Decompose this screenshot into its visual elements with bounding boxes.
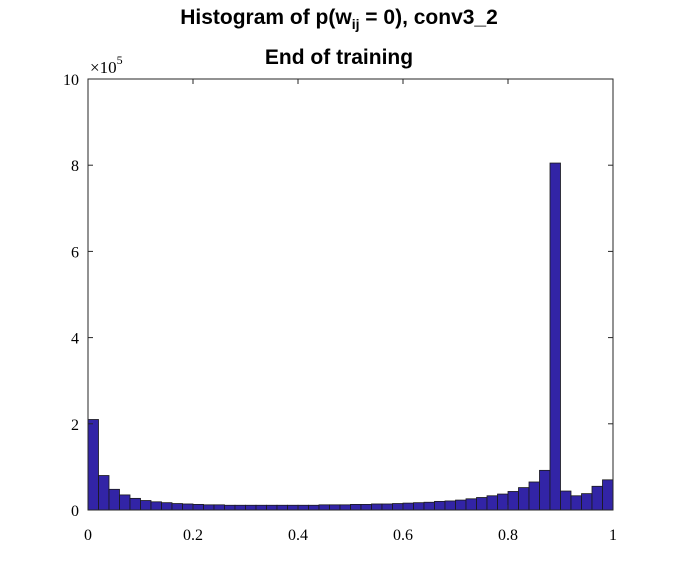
histogram-bar (434, 500, 446, 511)
histogram-bar (413, 502, 425, 511)
x-tick-label: 0.8 (498, 527, 518, 544)
histogram-bar (602, 479, 614, 511)
histogram-bar (318, 504, 330, 511)
histogram-bar (87, 419, 99, 511)
histogram-bar (476, 497, 488, 511)
x-tick-label: 0.4 (288, 527, 308, 544)
histogram-bar (591, 485, 603, 511)
y-tick-label: 4 (71, 331, 79, 348)
histogram-bar (402, 502, 414, 511)
histogram-bar (581, 493, 593, 511)
histogram-bar (507, 491, 519, 511)
y-axis-multiplier: ×105 (90, 53, 123, 77)
histogram-bar (266, 504, 278, 511)
histogram-bar (297, 504, 309, 511)
x-axis-tick-labels: 0 0.2 0.4 0.6 0.8 1 (84, 527, 617, 544)
x-tick-label: 0 (84, 527, 92, 544)
y-tick-label: 6 (71, 244, 79, 261)
histogram-bar (371, 503, 383, 511)
y-tick-label: 8 (71, 158, 79, 175)
x-tick-label: 0.6 (393, 527, 413, 544)
y-tick-label: 0 (71, 503, 79, 520)
axis-ticks (87, 78, 614, 511)
y-tick-label: 2 (71, 417, 79, 434)
histogram-bar (444, 500, 456, 511)
histogram-bar (255, 504, 267, 511)
bar-series (87, 162, 614, 511)
histogram-bar (276, 504, 288, 511)
histogram-bar (465, 498, 477, 511)
histogram-bar (119, 494, 131, 511)
x-tick-label: 1 (609, 527, 617, 544)
histogram-bar (140, 500, 152, 511)
histogram-bar (455, 499, 467, 511)
x-tick-label: 0.2 (183, 527, 203, 544)
histogram-bar (245, 504, 257, 511)
histogram-bar (381, 503, 393, 511)
histogram-bar (339, 504, 351, 511)
histogram-bar (203, 504, 215, 511)
plot-frame (87, 78, 614, 511)
histogram-bar (150, 501, 162, 511)
histogram-bar (182, 503, 194, 511)
histogram-bar (528, 481, 540, 511)
histogram-bar (486, 495, 498, 511)
histogram-bar (287, 504, 299, 511)
histogram-bar (98, 475, 110, 511)
histogram-bar (570, 495, 582, 511)
histogram-bar (518, 487, 530, 511)
histogram-bar (161, 502, 173, 511)
histogram-bar (539, 469, 551, 511)
histogram-bar (392, 503, 404, 511)
histogram-bar (224, 504, 236, 511)
chart-subtitle: End of training (264, 46, 414, 69)
chart-title: Histogram of p(wij = 0), conv3_2 (180, 6, 498, 32)
histogram-bar (171, 503, 183, 511)
histogram-bar (360, 503, 372, 511)
histogram-bar (560, 490, 572, 511)
histogram-bar (329, 504, 341, 511)
histogram-bar (234, 504, 246, 511)
y-tick-label: 10 (63, 72, 79, 89)
histogram-bar (129, 497, 141, 511)
histogram-bar (350, 503, 362, 511)
histogram-bar (549, 162, 561, 511)
histogram-bar (192, 503, 204, 511)
plot-background (88, 79, 613, 510)
histogram-bar (497, 493, 509, 511)
histogram-bar (308, 504, 320, 511)
histogram-bar (108, 488, 120, 511)
histogram-bar (423, 501, 435, 511)
y-axis-tick-labels: 0 2 4 6 8 10 (63, 72, 79, 520)
histogram-bar (213, 504, 225, 511)
